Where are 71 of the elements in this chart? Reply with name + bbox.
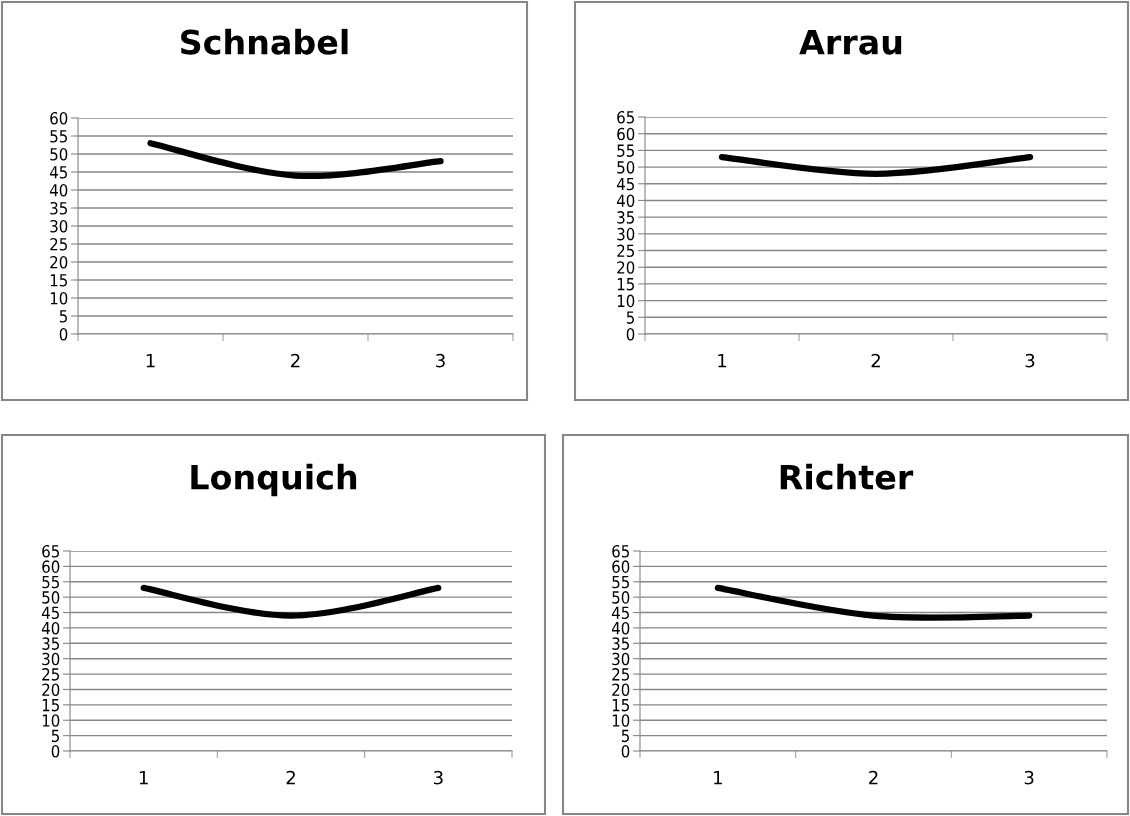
y-tick-label: 10 xyxy=(50,291,68,305)
y-tick-label: 40 xyxy=(611,621,630,635)
x-tick-label: 2 xyxy=(291,353,300,368)
y-tick-label: 10 xyxy=(612,714,630,727)
chart-title: Lonquich xyxy=(191,463,357,497)
x-tick-label: 3 xyxy=(433,770,443,785)
y-tick-label: 25 xyxy=(50,237,67,251)
y-tick-label: 50 xyxy=(617,161,635,174)
y-tick-label: 55 xyxy=(617,144,634,157)
y-tick-label: 25 xyxy=(612,668,629,681)
y-tick-label: 5 xyxy=(51,729,59,743)
y-tick-label: 0 xyxy=(621,744,630,758)
y-tick-label: 20 xyxy=(612,683,630,697)
y-tick-label: 40 xyxy=(49,183,68,197)
y-tick-label: 0 xyxy=(626,327,635,341)
y-tick-label: 35 xyxy=(617,211,634,224)
y-tick-label: 30 xyxy=(617,227,635,241)
y-tick-label: 55 xyxy=(50,130,67,143)
y-tick-label: 25 xyxy=(42,668,59,681)
y-tick-label: 15 xyxy=(50,274,67,287)
x-tick-label: 2 xyxy=(286,770,295,785)
y-tick-label: 5 xyxy=(59,310,67,323)
y-tick-label: 40 xyxy=(41,621,60,635)
chart-title: Schnabel xyxy=(181,28,348,55)
chart-title: Arrau xyxy=(799,29,902,55)
y-tick-label: 45 xyxy=(49,166,67,179)
x-tick-label: 2 xyxy=(869,770,878,785)
y-tick-label: 60 xyxy=(50,111,68,125)
y-tick-label: 15 xyxy=(617,278,634,291)
y-tick-label: 45 xyxy=(611,606,629,620)
x-tick-label: 2 xyxy=(871,353,880,368)
x-tick-label: 1 xyxy=(139,771,148,785)
y-tick-label: 20 xyxy=(50,255,68,269)
y-tick-label: 5 xyxy=(621,729,629,743)
y-tick-label: 50 xyxy=(612,591,630,604)
x-tick-label: 3 xyxy=(436,353,445,368)
y-tick-label: 55 xyxy=(612,575,629,589)
y-tick-label: 15 xyxy=(612,699,629,712)
y-tick-label: 20 xyxy=(617,261,635,274)
y-tick-label: 65 xyxy=(42,544,59,558)
y-tick-label: 10 xyxy=(617,294,635,308)
y-tick-label: 35 xyxy=(50,201,67,215)
y-tick-label: 50 xyxy=(50,147,68,161)
y-tick-label: 10 xyxy=(42,714,60,727)
y-tick-label: 60 xyxy=(42,560,60,573)
y-tick-label: 30 xyxy=(50,219,68,233)
y-tick-label: 60 xyxy=(617,127,635,141)
x-tick-label: 1 xyxy=(718,354,727,368)
y-tick-label: 50 xyxy=(42,591,60,604)
y-tick-label: 25 xyxy=(617,244,634,258)
x-tick-label: 1 xyxy=(146,354,155,368)
y-tick-label: 35 xyxy=(42,637,59,650)
chart-title: Richter xyxy=(780,463,914,490)
x-tick-label: 3 xyxy=(1025,353,1035,368)
y-tick-label: 20 xyxy=(42,683,60,697)
y-tick-label: 65 xyxy=(617,110,634,124)
y-tick-label: 60 xyxy=(612,560,630,573)
y-tick-label: 65 xyxy=(612,544,629,558)
y-tick-label: 55 xyxy=(42,575,59,589)
y-tick-label: 35 xyxy=(612,637,629,650)
y-tick-label: 15 xyxy=(42,699,59,712)
y-tick-label: 30 xyxy=(612,652,630,666)
x-tick-label: 1 xyxy=(714,771,722,785)
y-tick-label: 0 xyxy=(51,744,60,758)
y-tick-label: 40 xyxy=(616,194,635,208)
x-tick-label: 3 xyxy=(1024,770,1034,785)
y-tick-label: 45 xyxy=(41,606,59,620)
y-tick-label: 30 xyxy=(42,652,60,666)
y-tick-label: 5 xyxy=(626,311,634,324)
y-tick-label: 0 xyxy=(59,327,68,341)
y-tick-label: 45 xyxy=(616,177,634,191)
